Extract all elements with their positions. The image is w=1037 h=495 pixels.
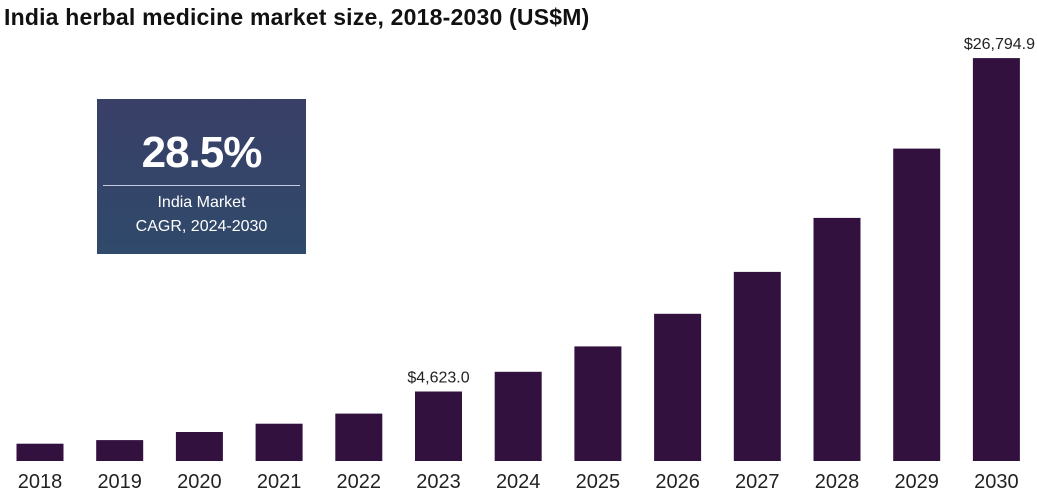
- chart-title: India herbal medicine market size, 2018-…: [4, 4, 590, 30]
- bar-2026: [654, 313, 702, 461]
- x-tick-label-2019: 2019: [97, 471, 142, 493]
- x-tick-label-2020: 2020: [177, 471, 222, 493]
- cagr-label-market: India Market: [157, 194, 246, 211]
- bar-2029: [893, 148, 941, 461]
- x-tick-label-2023: 2023: [416, 471, 461, 493]
- bar-2018: [16, 443, 64, 461]
- x-tick-label-2024: 2024: [496, 471, 541, 493]
- bar-2025: [574, 346, 622, 461]
- x-tick-label-2026: 2026: [655, 471, 700, 493]
- cagr-divider: [103, 185, 300, 186]
- bar-2023: [415, 391, 462, 461]
- bar-2021: [255, 423, 303, 461]
- bar-2024: [494, 371, 542, 461]
- x-tick-label-2025: 2025: [576, 471, 621, 493]
- x-tick-label-2028: 2028: [815, 471, 860, 493]
- x-tick-label-2029: 2029: [894, 471, 939, 493]
- cagr-value: 28.5%: [141, 128, 263, 177]
- x-tick-label-2030: 2030: [974, 471, 1019, 493]
- x-tick-label-2018: 2018: [18, 471, 63, 493]
- data-label-2030: $26,794.9: [964, 36, 1035, 53]
- x-tick-label-2027: 2027: [735, 471, 780, 493]
- bar-2019: [96, 440, 144, 461]
- x-tick-label-2022: 2022: [337, 471, 382, 493]
- bar-2027: [733, 271, 781, 461]
- bar-2020: [175, 432, 223, 461]
- bar-2022: [335, 413, 383, 461]
- cagr-label-period: CAGR, 2024-2030: [135, 218, 268, 235]
- cagr-callout: 28.5% India Market CAGR, 2024-2030: [97, 99, 306, 254]
- data-label-2023: $4,623.0: [407, 370, 469, 387]
- x-tick-label-2021: 2021: [257, 471, 302, 493]
- bar-2030: [972, 58, 1020, 461]
- bar-2028: [813, 217, 861, 461]
